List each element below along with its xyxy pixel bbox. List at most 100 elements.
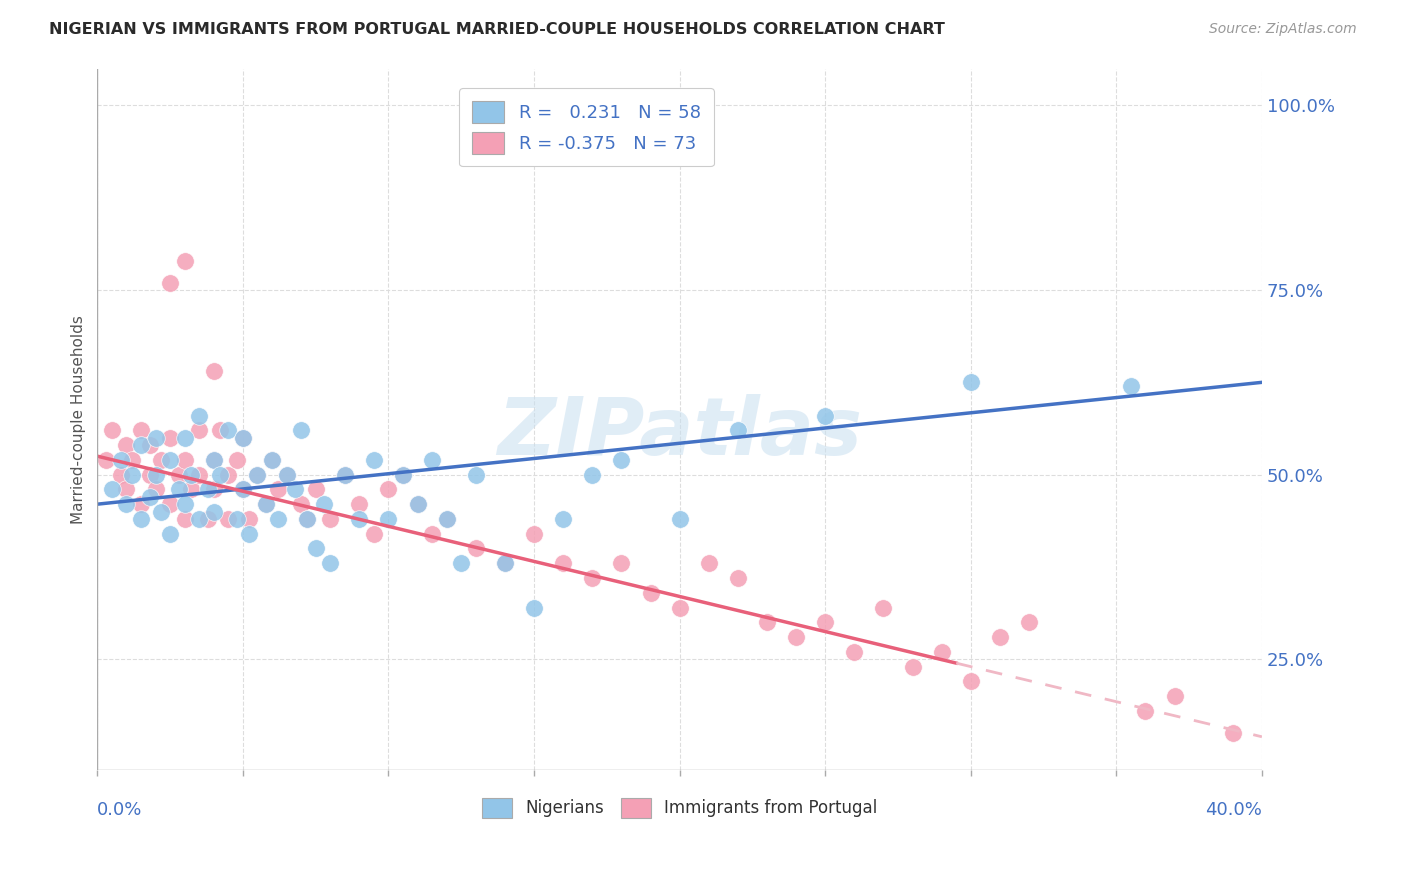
Point — [610, 453, 633, 467]
Point — [640, 586, 662, 600]
Point — [844, 645, 866, 659]
Point — [173, 453, 195, 467]
Point — [139, 467, 162, 482]
Point — [115, 438, 138, 452]
Point — [217, 467, 239, 482]
Point — [197, 483, 219, 497]
Point — [197, 512, 219, 526]
Point — [581, 467, 603, 482]
Text: ZIPatlas: ZIPatlas — [498, 394, 862, 472]
Point — [305, 541, 328, 556]
Point — [180, 483, 202, 497]
Point — [276, 467, 298, 482]
Point — [159, 526, 181, 541]
Point — [139, 438, 162, 452]
Point — [159, 453, 181, 467]
Point — [150, 453, 173, 467]
Point — [94, 453, 117, 467]
Point — [290, 423, 312, 437]
Point — [305, 483, 328, 497]
Point — [333, 467, 356, 482]
Point — [814, 409, 837, 423]
Point — [959, 376, 981, 390]
Point — [314, 497, 336, 511]
Point — [333, 467, 356, 482]
Point — [420, 526, 443, 541]
Point — [494, 556, 516, 570]
Point — [202, 364, 225, 378]
Point — [406, 497, 429, 511]
Point — [121, 467, 143, 482]
Point — [254, 497, 277, 511]
Point — [129, 497, 152, 511]
Text: 0.0%: 0.0% — [97, 800, 143, 819]
Point — [1222, 726, 1244, 740]
Point — [145, 431, 167, 445]
Point — [139, 490, 162, 504]
Point — [101, 423, 124, 437]
Point — [267, 512, 290, 526]
Point — [553, 512, 575, 526]
Point — [523, 600, 546, 615]
Point — [464, 541, 486, 556]
Point — [188, 467, 211, 482]
Point — [290, 497, 312, 511]
Point — [814, 615, 837, 630]
Point — [232, 431, 254, 445]
Point — [349, 497, 371, 511]
Text: Source: ZipAtlas.com: Source: ZipAtlas.com — [1209, 22, 1357, 37]
Point — [363, 526, 385, 541]
Point — [872, 600, 894, 615]
Point — [188, 512, 211, 526]
Point — [202, 453, 225, 467]
Point — [173, 497, 195, 511]
Point — [464, 467, 486, 482]
Text: 40.0%: 40.0% — [1205, 800, 1263, 819]
Y-axis label: Married-couple Households: Married-couple Households — [72, 315, 86, 524]
Point — [450, 556, 472, 570]
Point — [121, 453, 143, 467]
Point — [159, 497, 181, 511]
Point — [901, 659, 924, 673]
Point — [101, 483, 124, 497]
Point — [988, 630, 1011, 644]
Point — [217, 423, 239, 437]
Point — [188, 409, 211, 423]
Point — [260, 453, 283, 467]
Point — [208, 467, 231, 482]
Point — [406, 497, 429, 511]
Point — [226, 512, 249, 526]
Point — [349, 512, 371, 526]
Point — [232, 431, 254, 445]
Point — [319, 556, 342, 570]
Point — [785, 630, 807, 644]
Point — [668, 512, 690, 526]
Point — [254, 497, 277, 511]
Point — [276, 467, 298, 482]
Point — [295, 512, 318, 526]
Point — [392, 467, 415, 482]
Point — [167, 483, 190, 497]
Point — [697, 556, 720, 570]
Point — [284, 483, 307, 497]
Point — [610, 556, 633, 570]
Point — [110, 453, 132, 467]
Point — [1163, 689, 1185, 703]
Point — [232, 483, 254, 497]
Point — [226, 453, 249, 467]
Point — [202, 483, 225, 497]
Point — [363, 453, 385, 467]
Point — [436, 512, 458, 526]
Point — [377, 512, 399, 526]
Point — [246, 467, 269, 482]
Point — [523, 526, 546, 541]
Point — [110, 467, 132, 482]
Point — [494, 556, 516, 570]
Point — [167, 467, 190, 482]
Point — [931, 645, 953, 659]
Point — [959, 674, 981, 689]
Point — [1119, 379, 1142, 393]
Legend: Nigerians, Immigrants from Portugal: Nigerians, Immigrants from Portugal — [475, 791, 884, 825]
Point — [232, 483, 254, 497]
Point — [238, 512, 260, 526]
